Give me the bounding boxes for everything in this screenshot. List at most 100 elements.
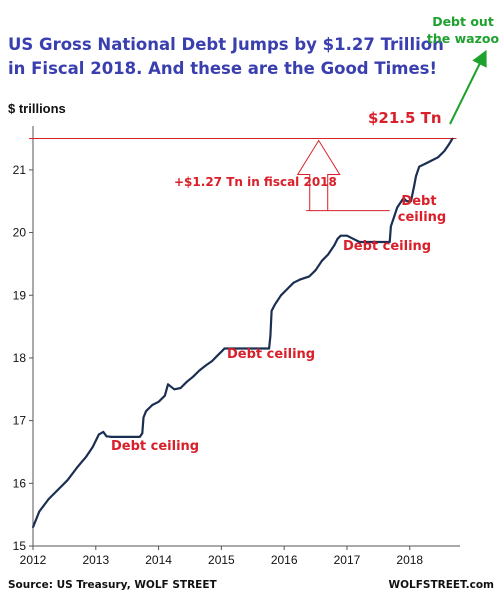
debt-point xyxy=(110,436,113,438)
x-tick-labels: 2012 2013 2014 2015 2016 2017 2018 xyxy=(20,546,423,567)
debt-point xyxy=(141,432,144,435)
debt-point xyxy=(270,310,273,312)
x-tick-label: 2012 xyxy=(20,553,47,567)
debt-point xyxy=(299,278,301,281)
debt-point xyxy=(339,234,342,237)
x-tick-label: 2014 xyxy=(145,553,172,567)
y-tick-label: 20 xyxy=(13,226,27,240)
x-tick-label: 2016 xyxy=(271,553,298,567)
debt-point xyxy=(402,197,405,200)
y-tick-label: 19 xyxy=(13,288,27,302)
debt-point xyxy=(145,410,147,413)
x-tick-label: 2013 xyxy=(82,553,109,567)
debt-point xyxy=(192,375,195,378)
x-tick-label: 2018 xyxy=(396,553,423,567)
debt-point xyxy=(273,303,276,306)
y-tick-label: 18 xyxy=(13,351,27,365)
debt-point xyxy=(443,150,446,153)
debt-point xyxy=(321,259,323,262)
debt-point xyxy=(129,436,132,438)
debt-point xyxy=(280,294,282,297)
x-tick-label: 2015 xyxy=(208,553,235,567)
debt-point xyxy=(105,435,108,438)
debt-point xyxy=(220,350,223,353)
debt-point xyxy=(198,369,201,372)
debt-point xyxy=(32,526,34,529)
debt-ceiling-label-2018-line-2: ceiling xyxy=(398,210,446,225)
jump-arrow xyxy=(296,139,341,211)
debt-point xyxy=(393,216,395,218)
debt-point xyxy=(138,436,141,438)
axes xyxy=(32,126,460,547)
debt-point xyxy=(204,364,207,367)
debt-point xyxy=(91,446,94,448)
y-tick-label: 15 xyxy=(13,539,27,553)
debt-point xyxy=(151,404,154,406)
debt-point xyxy=(233,347,235,350)
debt-point xyxy=(390,225,392,228)
debt-point xyxy=(85,455,88,458)
debt-point xyxy=(157,400,160,403)
debt-point xyxy=(245,347,248,350)
debt-point xyxy=(358,241,361,243)
debt-series-line xyxy=(31,137,454,528)
debt-point xyxy=(38,510,41,513)
debt-point xyxy=(268,347,270,350)
debt-point xyxy=(211,360,213,362)
debt-point xyxy=(333,244,336,247)
y-tick-label: 16 xyxy=(13,476,27,490)
debt-point xyxy=(447,143,450,146)
y-tick-labels: 15 16 17 18 19 20 21 xyxy=(13,163,33,553)
debt-ceiling-label-2015: Debt ceiling xyxy=(227,347,315,362)
wazoo-arrow xyxy=(449,49,487,125)
debt-point xyxy=(98,433,100,436)
debt-point xyxy=(286,288,289,290)
debt-point xyxy=(217,353,220,356)
y-tick-label: 17 xyxy=(13,414,27,428)
debt-point xyxy=(185,380,188,383)
debt-point xyxy=(269,335,272,337)
debt-point xyxy=(226,347,229,350)
debt-point xyxy=(430,159,433,162)
debt-point xyxy=(437,156,439,159)
debt-point xyxy=(413,184,416,187)
y-axis-label: $ trillions xyxy=(8,101,66,116)
debt-point xyxy=(120,436,122,438)
jump-label: +$1.27 Tn in fiscal 2018 xyxy=(174,175,337,189)
y-tick-label: 21 xyxy=(13,163,27,177)
debt-point xyxy=(424,162,427,165)
debt-point xyxy=(336,237,339,240)
debt-point xyxy=(223,347,226,350)
debt-point xyxy=(57,488,59,491)
wazoo-label-line-2: the wazoo xyxy=(427,31,500,46)
brand-mark: WOLFSTREET.com xyxy=(389,579,495,591)
debt-series-points xyxy=(32,137,454,529)
debt-point xyxy=(76,466,78,469)
debt-ceiling-label-2013: Debt ceiling xyxy=(111,439,199,454)
debt-point xyxy=(258,347,260,350)
debt-point xyxy=(142,416,145,419)
debt-point xyxy=(314,269,317,272)
debt-point xyxy=(352,237,355,240)
debt-point xyxy=(173,388,176,391)
debt-point xyxy=(451,137,454,140)
debt-point xyxy=(388,241,391,243)
debt-point xyxy=(308,275,311,278)
debt-point xyxy=(292,281,295,284)
debt-point xyxy=(167,383,169,386)
debt-point xyxy=(346,234,348,237)
debt-ceiling-label-2018-line-1: Debt xyxy=(401,194,436,209)
source-note: Source: US Treasury, WOLF STREET xyxy=(8,579,218,591)
debt-point xyxy=(396,206,399,209)
current-value-label: $21.5 Tn xyxy=(368,109,442,127)
wazoo-label-line-1: Debt out xyxy=(432,14,494,29)
debt-ceiling-label-2017: Debt ceiling xyxy=(343,239,431,254)
debt-point xyxy=(47,498,50,500)
wazoo-annotation: Debt out the wazoo xyxy=(427,14,500,125)
debt-point xyxy=(371,241,373,243)
chart-title-line-1: US Gross National Debt Jumps by $1.27 Tr… xyxy=(8,35,444,54)
debt-point xyxy=(383,241,386,243)
debt-point xyxy=(410,200,412,203)
debt-point xyxy=(327,253,329,256)
